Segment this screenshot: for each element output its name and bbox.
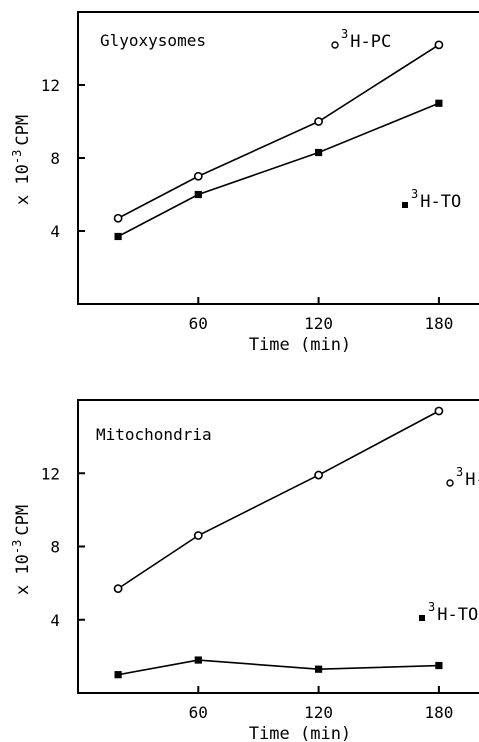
y-axis-label: x 10-3 CPM <box>10 115 33 205</box>
y-tick-label: 8 <box>50 538 60 557</box>
chart-panel-1: 4 8 12 60 120 180 Glyoxysomes Time (min) x 10-3 C… <box>10 11 479 355</box>
series-line-pc <box>117 44 440 219</box>
data-point-pc <box>314 470 323 480</box>
series-label-main: H-TO <box>437 605 478 625</box>
x-tick-label: 60 <box>189 314 208 333</box>
chart-title: Mitochondria <box>96 425 212 444</box>
y-axis-label-prefix: x 10 <box>13 164 33 205</box>
data-point-pc <box>434 40 444 50</box>
series-line-to <box>117 102 440 238</box>
series-label-to: 3 H-TO <box>428 600 478 625</box>
y-axis-label-exponent: -3 <box>10 540 24 554</box>
x-tick-label: 180 <box>424 703 453 722</box>
y-tick-label: 8 <box>50 149 60 168</box>
data-point-to <box>435 99 443 107</box>
data-point-to <box>114 232 122 241</box>
x-tick-label: 60 <box>189 703 208 722</box>
y-axis-label-prefix: x 10 <box>13 554 33 595</box>
data-point-to <box>435 661 443 670</box>
data-point-pc <box>193 531 203 540</box>
data-point-pc <box>314 117 323 126</box>
series-label-sup: 3 <box>456 465 463 479</box>
data-point-pc <box>193 171 203 181</box>
y-tick-label: 4 <box>50 222 60 241</box>
legend-marker-to <box>419 615 425 621</box>
series-label-main: H-PC <box>350 32 391 52</box>
series-label-pc: 3H-PC <box>456 465 479 490</box>
data-point-to <box>315 148 323 157</box>
data-point-pc <box>113 213 123 223</box>
y-tick-label: 4 <box>50 611 60 630</box>
y-tick-label: 12 <box>41 464 60 483</box>
x-tick-label: 180 <box>424 314 453 333</box>
y-axis-label-unit: CPM <box>13 115 33 146</box>
y-axis-label-exponent: -3 <box>10 150 24 164</box>
series-line-to <box>117 659 439 676</box>
x-axis-label: Time (min) <box>249 335 351 355</box>
legend-marker-pc <box>446 479 454 487</box>
y-axis-label-unit: CPM <box>13 505 33 536</box>
data-point-pc <box>434 406 444 416</box>
plot-frame <box>77 11 479 305</box>
chart-title: Glyoxysomes <box>100 31 206 50</box>
series-label-main: H-PC <box>465 470 479 490</box>
series-line-pc <box>117 410 440 590</box>
data-point-to <box>194 190 202 199</box>
series-label-main: H-TO <box>420 192 461 212</box>
data-point-to <box>114 671 122 679</box>
data-point-to <box>194 656 202 664</box>
x-tick-label: 120 <box>304 703 333 722</box>
data-point-to <box>315 665 323 673</box>
x-axis-label: Time (min) <box>249 724 351 742</box>
series-label-sup: 3 <box>411 187 418 201</box>
data-point-pc <box>113 584 123 594</box>
series-label-to: 3 H-TO <box>411 187 461 212</box>
x-tick-label: 120 <box>304 314 333 333</box>
chart-panel-2: 4 8 12 60 120 180 Mitochondria Time (min) x 10-3… <box>10 399 479 742</box>
legend-marker-pc <box>331 41 339 49</box>
series-label-sup: 3 <box>341 27 348 41</box>
y-axis-label: x 10-3 CPM <box>10 505 33 595</box>
legend-marker-to <box>402 202 408 208</box>
y-tick-label: 12 <box>41 76 60 95</box>
series-label-sup: 3 <box>428 600 435 614</box>
